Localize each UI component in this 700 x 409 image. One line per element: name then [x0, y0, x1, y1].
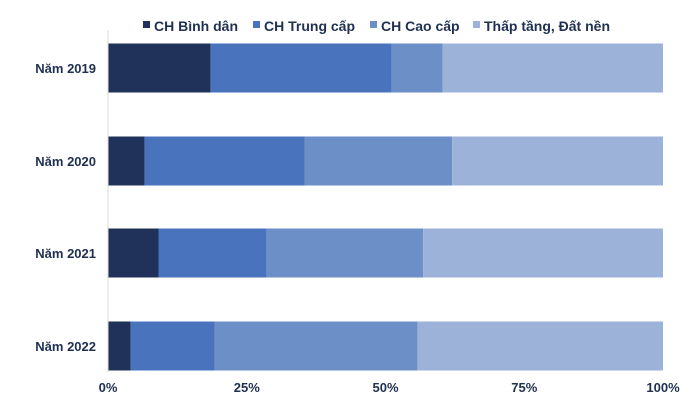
x-tick-label: 0%: [99, 380, 118, 395]
bar-nam-2021-ch-trung-cap: [158, 228, 267, 278]
x-tick-label: 25%: [234, 380, 260, 395]
x-tick-labels: 0% 25% 50% 75% 100%: [99, 380, 680, 395]
bar-nam-2019-ch-cao-cap: [391, 43, 443, 93]
bar-nam-2022-ch-binh-dan: [108, 321, 131, 371]
bar-nam-2021-thap-tang-dat-nen: [423, 228, 663, 278]
bar-nam-2019-ch-binh-dan: [108, 43, 211, 93]
bar-nam-2020-ch-cao-cap: [304, 136, 453, 186]
bar-nam-2022-ch-trung-cap: [130, 321, 215, 371]
category-label-nam-2022: Năm 2022: [35, 339, 96, 354]
legend-label-thap-tang-dat-nen: Thấp tầng, Đất nền: [484, 18, 610, 34]
bar-nam-2020-thap-tang-dat-nen: [452, 136, 663, 186]
legend-swatch-thap-tang-dat-nen: [473, 21, 480, 28]
legend-swatch-ch-binh-dan: [143, 21, 150, 28]
legend-label-ch-cao-cap: CH Cao cấp: [381, 18, 460, 34]
legend: CH Bình dân CH Trung cấp CH Cao cấp Thấp tầ…: [143, 18, 610, 34]
bar-nam-2019-thap-tang-dat-nen: [442, 43, 663, 93]
bar-nam-2021-ch-binh-dan: [108, 228, 159, 278]
bar-nam-2021-ch-cao-cap: [266, 228, 424, 278]
category-label-nam-2021: Năm 2021: [35, 246, 96, 261]
x-tick-label: 100%: [646, 380, 680, 395]
legend-label-ch-trung-cap: CH Trung cấp: [264, 18, 355, 34]
bar-nam-2020-ch-binh-dan: [108, 136, 145, 186]
legend-label-ch-binh-dan: CH Bình dân: [154, 18, 238, 34]
category-label-nam-2020: Năm 2020: [35, 154, 96, 169]
legend-swatch-ch-cao-cap: [370, 21, 377, 28]
category-label-nam-2019: Năm 2019: [35, 61, 96, 76]
bar-nam-2022-ch-cao-cap: [214, 321, 418, 371]
bar-nam-2022-thap-tang-dat-nen: [417, 321, 663, 371]
legend-swatch-ch-trung-cap: [253, 21, 260, 28]
category-labels: Năm 2019 Năm 2020 Năm 2021 Năm 2022: [35, 61, 96, 354]
x-tick-label: 75%: [511, 380, 537, 395]
bar-nam-2019-ch-trung-cap: [210, 43, 392, 93]
x-tick-label: 50%: [372, 380, 398, 395]
bar-nam-2020-ch-trung-cap: [144, 136, 305, 186]
bars: [108, 43, 663, 371]
